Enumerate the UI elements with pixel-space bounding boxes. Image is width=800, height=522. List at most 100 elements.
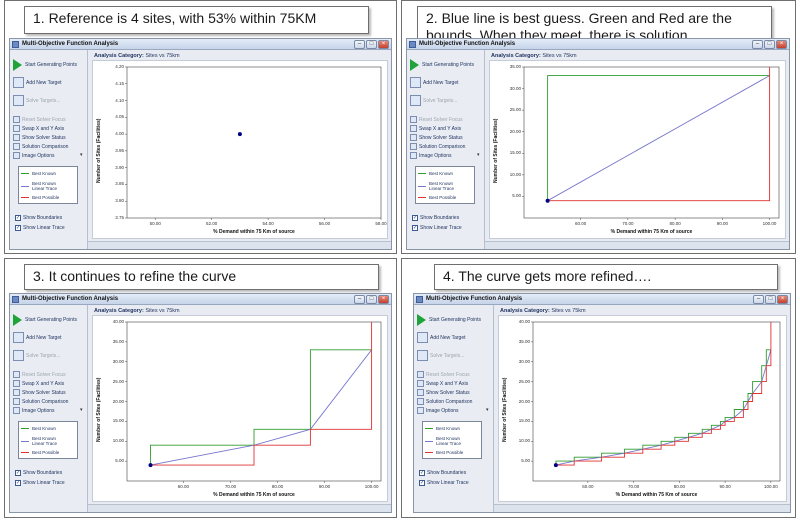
show-linear-trace-checkbox[interactable]: ✓ Show Linear Trace <box>15 478 65 487</box>
close-button[interactable]: × <box>378 40 389 49</box>
show-status-button[interactable]: Show Solver Status <box>13 133 66 142</box>
app-icon <box>409 41 416 48</box>
checkbox-checked-icon[interactable]: ✓ <box>15 479 21 486</box>
y-tick-label: 15.00 <box>509 150 521 156</box>
chevron-down-icon[interactable]: ▾ <box>80 152 83 158</box>
analysis-category-value[interactable]: Sites vs 75km <box>145 53 180 59</box>
analysis-category: Analysis Category: Sites vs 75km <box>94 308 180 314</box>
x-axis-label: % Demand within 75 Km of source <box>213 229 295 235</box>
swap-axis-button[interactable]: Swap X and Y Axis <box>417 379 468 388</box>
toolbar-icon <box>410 116 417 123</box>
chevron-down-icon[interactable]: ▾ <box>477 152 480 158</box>
start-generating-label: Start Generating Points <box>422 61 474 68</box>
show-boundaries-checkbox[interactable]: ✓ Show Boundaries <box>15 213 62 222</box>
show-status-button[interactable]: Show Solver Status <box>13 388 66 397</box>
analysis-category-value[interactable]: Sites vs 75km <box>145 308 180 314</box>
reset-focus-button[interactable]: Reset Solver Focus <box>410 115 463 124</box>
solution-comparison-button[interactable]: Solution Comparison <box>13 142 68 151</box>
reset-focus-button[interactable]: Reset Solver Focus <box>13 115 66 124</box>
analysis-category-value[interactable]: Sites vs 75km <box>551 308 586 314</box>
maximize-button[interactable]: □ <box>366 295 377 304</box>
add-target-button[interactable]: Add New Target <box>13 332 61 343</box>
show-boundaries-checkbox-label: Show Boundaries <box>23 469 63 476</box>
y-tick-label: 20.00 <box>518 398 530 404</box>
x-tick-label: 100.00 <box>762 221 777 226</box>
y-tick-label: 25.00 <box>112 378 124 384</box>
solve-targets-button[interactable]: Solve Targets... <box>13 95 60 106</box>
start-generating-button[interactable]: Start Generating Points <box>417 313 481 326</box>
show-linear-trace-checkbox-label: Show Linear Trace <box>420 224 462 231</box>
reset-focus-label: Reset Solver Focus <box>22 116 66 123</box>
reset-focus-label: Reset Solver Focus <box>426 371 470 378</box>
checkbox-checked-icon[interactable]: ✓ <box>412 224 418 231</box>
x-tick-label: 52.00 <box>206 221 218 226</box>
status-strip <box>88 241 391 249</box>
image-options-button[interactable]: Image Options <box>410 151 452 160</box>
start-generating-button[interactable]: Start Generating Points <box>410 58 474 71</box>
solution-comparison-button[interactable]: Solution Comparison <box>417 397 472 406</box>
solve-targets-button[interactable]: Solve Targets... <box>410 95 457 106</box>
show-status-label: Show Solver Status <box>22 389 66 396</box>
y-tick-label: 15.00 <box>112 418 124 424</box>
minimize-button[interactable]: – <box>354 40 365 49</box>
add-target-button[interactable]: Add New Target <box>13 77 61 88</box>
add-target-button[interactable]: Add New Target <box>410 77 458 88</box>
chevron-down-icon[interactable]: ▾ <box>80 407 83 413</box>
show-status-button[interactable]: Show Solver Status <box>417 388 470 397</box>
solution-comparison-button[interactable]: Solution Comparison <box>13 397 68 406</box>
checkbox-checked-icon[interactable]: ✓ <box>412 214 418 221</box>
swap-axis-button[interactable]: Swap X and Y Axis <box>13 124 64 133</box>
solve-targets-button[interactable]: Solve Targets... <box>417 350 464 361</box>
image-options-button[interactable]: Image Options <box>13 406 55 415</box>
add-target-button[interactable]: Add New Target <box>417 332 465 343</box>
legend-swatch <box>418 173 426 174</box>
show-linear-trace-checkbox[interactable]: ✓ Show Linear Trace <box>412 223 462 232</box>
maximize-button[interactable]: □ <box>764 40 775 49</box>
checkbox-checked-icon[interactable]: ✓ <box>15 214 21 221</box>
sidebar: Start Generating Points Add New Target Sol… <box>10 305 88 512</box>
toolbar-icon <box>13 125 20 132</box>
image-options-button[interactable]: Image Options <box>417 406 459 415</box>
checkbox-checked-icon[interactable]: ✓ <box>419 479 425 486</box>
reset-focus-button[interactable]: Reset Solver Focus <box>13 370 66 379</box>
close-button[interactable]: × <box>776 40 787 49</box>
checkbox-checked-icon[interactable]: ✓ <box>15 224 21 231</box>
chevron-down-icon[interactable]: ▾ <box>486 407 489 413</box>
show-boundaries-checkbox[interactable]: ✓ Show Boundaries <box>419 468 466 477</box>
y-tick-label: 4.15 <box>115 80 124 86</box>
maximize-button[interactable]: □ <box>366 40 377 49</box>
close-button[interactable]: × <box>378 295 389 304</box>
start-generating-button[interactable]: Start Generating Points <box>13 58 77 71</box>
solution-comparison-label: Solution Comparison <box>426 398 473 405</box>
image-options-button[interactable]: Image Options <box>13 151 55 160</box>
show-status-button[interactable]: Show Solver Status <box>410 133 463 142</box>
reset-focus-button[interactable]: Reset Solver Focus <box>417 370 470 379</box>
x-tick-label: 50.00 <box>149 221 161 226</box>
minimize-button[interactable]: – <box>752 40 763 49</box>
plot-area: 5.00 10.00 15.00 20.00 25.00 30.00 35.00 60.00 7… <box>489 60 786 239</box>
start-generating-button[interactable]: Start Generating Points <box>13 313 77 326</box>
y-tick-label: 5.00 <box>115 458 124 464</box>
show-linear-trace-checkbox-label: Show Linear Trace <box>23 479 65 486</box>
swap-axis-button[interactable]: Swap X and Y Axis <box>410 124 461 133</box>
show-linear-trace-checkbox[interactable]: ✓ Show Linear Trace <box>15 223 65 232</box>
solve-targets-button[interactable]: Solve Targets... <box>13 350 60 361</box>
show-boundaries-checkbox[interactable]: ✓ Show Boundaries <box>15 468 62 477</box>
swap-axis-button[interactable]: Swap X and Y Axis <box>13 379 64 388</box>
maximize-button[interactable]: □ <box>765 295 776 304</box>
solution-comparison-button[interactable]: Solution Comparison <box>410 142 465 151</box>
checkbox-checked-icon[interactable]: ✓ <box>15 469 21 476</box>
analysis-category-value[interactable]: Sites vs 75km <box>542 53 577 59</box>
show-boundaries-checkbox[interactable]: ✓ Show Boundaries <box>412 213 459 222</box>
checkbox-checked-icon[interactable]: ✓ <box>419 469 425 476</box>
minimize-button[interactable]: – <box>753 295 764 304</box>
toolbar-icon <box>417 407 424 414</box>
show-linear-trace-checkbox[interactable]: ✓ Show Linear Trace <box>419 478 469 487</box>
close-button[interactable]: × <box>777 295 788 304</box>
y-tick-label: 30.00 <box>518 358 530 364</box>
toolbar-icon <box>13 116 20 123</box>
minimize-button[interactable]: – <box>354 295 365 304</box>
app-window: Multi-Objective Function Analysis – □ × Star… <box>406 38 790 250</box>
x-tick-label: 70.00 <box>224 484 237 489</box>
toolbar-icon <box>13 350 24 361</box>
